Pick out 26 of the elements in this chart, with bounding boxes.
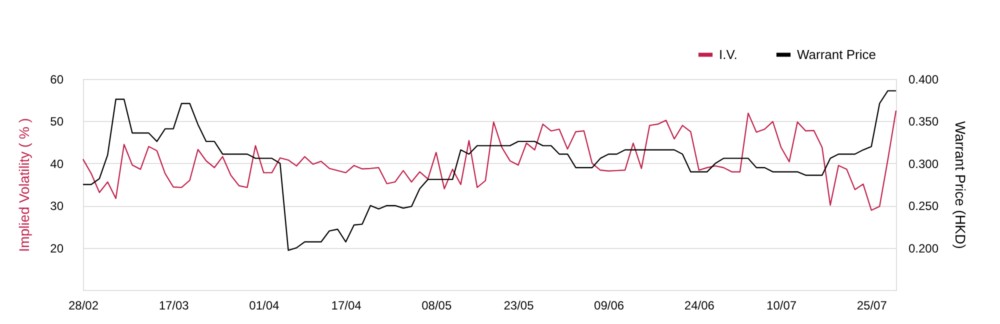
x-tick-label: 17/03 — [158, 298, 190, 312]
y-tick-label: 30 — [50, 199, 64, 214]
y2-tick-label: 0.300 — [908, 156, 939, 171]
x-tick-label: 23/05 — [504, 298, 534, 312]
y2-tick-label: 0.200 — [908, 241, 939, 256]
y-tick-label: 20 — [50, 241, 64, 256]
y-tick-label: 60 — [50, 72, 64, 86]
x-tick-label: 10/07 — [766, 298, 797, 312]
y2-tick-label: 0.250 — [908, 199, 939, 214]
y-tick-label: 50 — [50, 114, 64, 129]
line-series — [82, 110, 897, 211]
line-series — [82, 90, 897, 251]
x-tick-label: 25/07 — [856, 298, 888, 312]
y2-axis-title: Warrant Price (HKD) — [952, 121, 969, 249]
x-tick-label: 09/06 — [594, 298, 624, 312]
x-tick-label: 08/05 — [422, 298, 452, 312]
y-tick-label: 40 — [50, 156, 64, 171]
x-tick-label: 24/06 — [684, 298, 715, 312]
x-tick-label: 01/04 — [249, 298, 280, 312]
y2-tick-label: 0.350 — [908, 114, 939, 129]
x-tick-label: 17/04 — [331, 298, 362, 312]
legend-label: Warrant Price — [797, 46, 876, 62]
x-tick-label: 28/02 — [68, 298, 99, 312]
y2-tick-label: 0.400 — [908, 72, 939, 86]
legend-label: I.V. — [719, 46, 738, 62]
y-axis-title: Implied Volatility ( % ) — [16, 118, 32, 252]
